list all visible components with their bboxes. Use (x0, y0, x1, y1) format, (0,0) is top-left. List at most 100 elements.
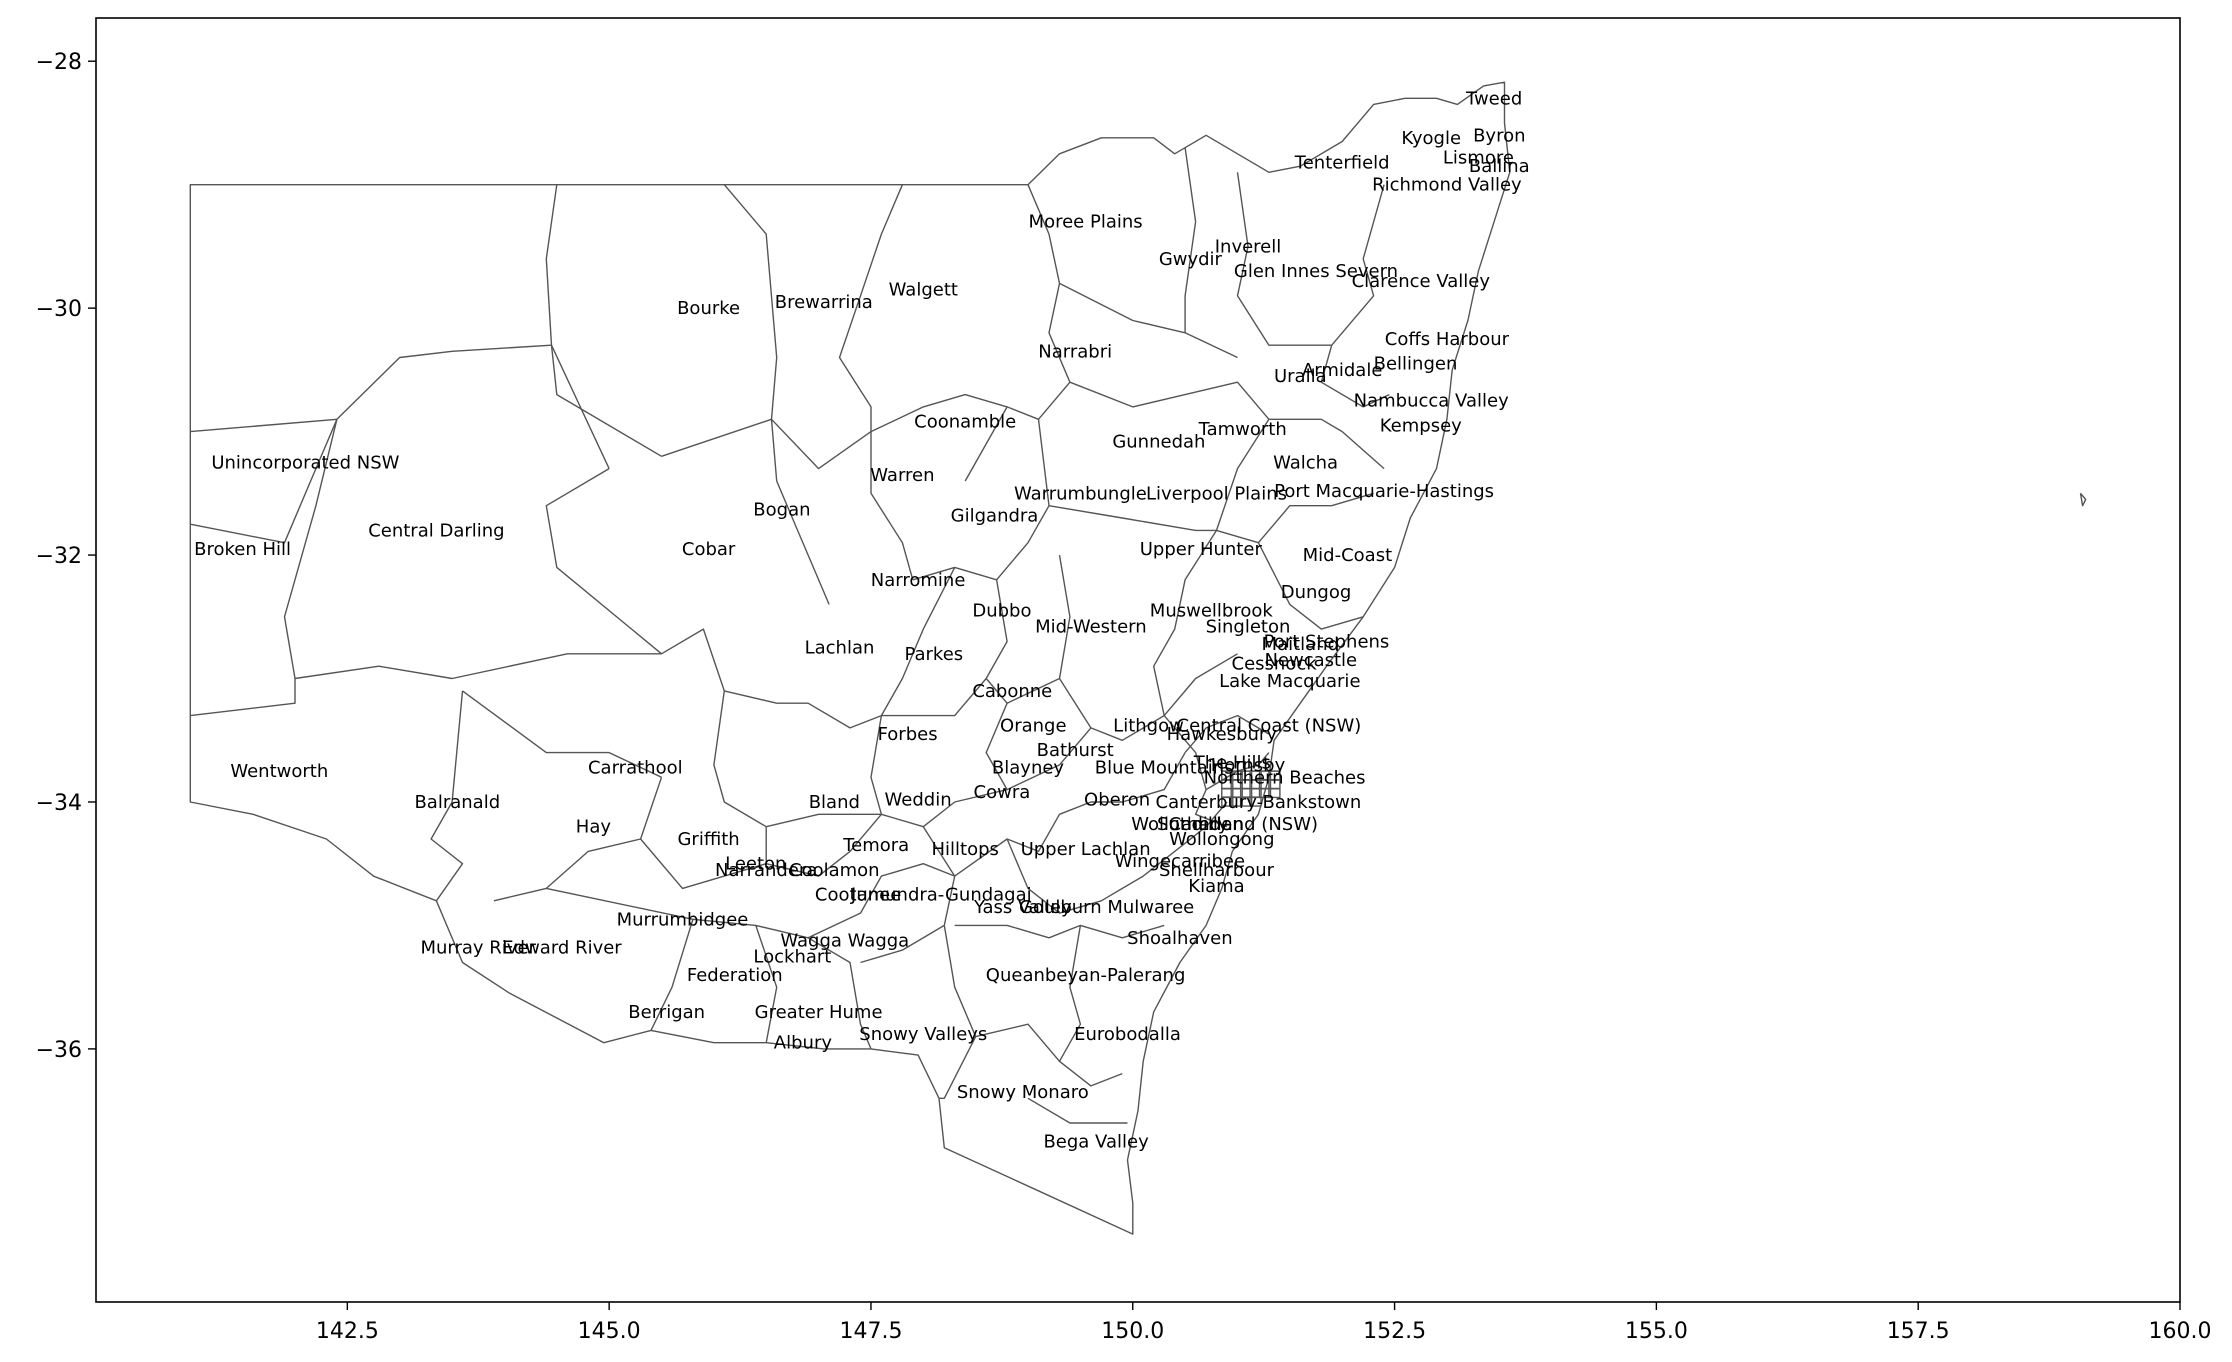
lga-label: Edward River (502, 938, 622, 959)
lga-label: Hawkesbury (1167, 724, 1278, 745)
lga-label: Queanbeyan-Palerang (986, 965, 1186, 986)
x-tick-label: 160.0 (2149, 1319, 2212, 1344)
lga-label: Lismore (1443, 148, 1514, 169)
lga-label: Upper Hunter (1140, 539, 1263, 560)
lga-label: Central Darling (368, 520, 504, 541)
lga-label: Unincorporated NSW (211, 453, 399, 474)
lga-label: Goulburn Mulwaree (1019, 897, 1194, 918)
lga-label: Federation (687, 965, 783, 986)
lga-label: Cabonne (972, 681, 1052, 702)
lga-border (1027, 1097, 1128, 1124)
lord-howe-island (2079, 492, 2087, 507)
lga-border (493, 777, 663, 902)
lga-label: Port Stephens (1264, 632, 1390, 653)
y-tick-label: −36 (36, 1038, 82, 1063)
lga-label: Canterbury-Bankstown (1156, 792, 1362, 813)
y-tick-label: −30 (36, 297, 82, 322)
lga-label: Maitland (1262, 634, 1339, 655)
lga-border (1048, 505, 1217, 532)
lga-label: Moree Plains (1029, 212, 1143, 233)
lga-label: Kempsey (1380, 415, 1462, 436)
y-axis: −28 −30 −32 −34 −36 (36, 50, 96, 1063)
lga-label: The Hills (1193, 753, 1271, 774)
lga-label: Kiama (1188, 876, 1244, 897)
lga-border (1257, 542, 1364, 630)
lga-label: Murray River (420, 938, 536, 959)
lga-label: Richmond Valley (1372, 175, 1522, 196)
x-tick-label: 157.5 (1887, 1319, 1950, 1344)
lga-label: Liverpool Plains (1146, 483, 1287, 504)
lga-label: Griffith (677, 829, 739, 850)
lga-label: Wollondilly (1131, 814, 1229, 835)
lga-label: Narrabri (1038, 341, 1112, 362)
lga-label: Cowra (974, 782, 1031, 803)
lga-label: Byron (1473, 125, 1525, 146)
lga-border (870, 715, 883, 815)
lga-label: Camden (1169, 814, 1244, 835)
lga-label: Uralla (1274, 366, 1327, 387)
lga-border (430, 690, 464, 902)
lga-label: Snowy Valleys (859, 1024, 987, 1045)
lga-label: Sutherland (NSW) (1157, 814, 1318, 835)
lga-border (838, 184, 914, 580)
lga-label: Berrigan (628, 1002, 705, 1023)
lga-border (1069, 381, 1385, 470)
lga-label: Armidale (1302, 360, 1382, 381)
lga-label: Bourke (677, 298, 740, 319)
lga-label: Dungog (1281, 582, 1352, 603)
lga-border (1058, 554, 1238, 741)
y-tick-label: −34 (36, 791, 82, 816)
x-tick-label: 147.5 (839, 1319, 902, 1344)
lga-label: Tweed (1465, 88, 1522, 109)
lga-label: Bland (809, 792, 860, 813)
x-tick-label: 155.0 (1625, 1319, 1688, 1344)
lga-label: Wingecarribee (1115, 851, 1245, 872)
lga-border (1006, 801, 1228, 914)
lga-label: Albury (774, 1033, 833, 1054)
lga-border (766, 813, 882, 877)
lga-label: Eurobodalla (1074, 1024, 1181, 1045)
lga-label: Orange (1000, 715, 1067, 736)
lga-label: Lithgow (1113, 715, 1184, 736)
lga-label: Coolamon (789, 860, 880, 881)
lga-label: Hay (576, 817, 612, 838)
lga-label: Brewarrina (775, 292, 873, 313)
lga-label: Cootamundra-Gundagai (815, 885, 1032, 906)
lga-label: Yass Valley (973, 897, 1072, 918)
lga-border (283, 419, 662, 680)
lga-label: Warren (870, 465, 934, 486)
x-tick-label: 152.5 (1363, 1319, 1426, 1344)
lga-label: Gwydir (1159, 249, 1223, 270)
lga-label: Coonamble (914, 412, 1016, 433)
lga-border (190, 678, 296, 717)
lga-border (912, 419, 1050, 581)
lga-label: Dubbo (972, 601, 1031, 622)
lga-border (1184, 147, 1197, 333)
lga-label: Bellingen (1374, 354, 1458, 375)
metro-lga-border (1249, 796, 1262, 807)
lga-border (755, 925, 778, 1043)
lga-label: Muswellbrook (1150, 601, 1274, 622)
lga-label: Balranald (414, 792, 500, 813)
lga-label: Port Macquarie-Hastings (1274, 481, 1494, 502)
lga-label: Warrumbungle (1014, 483, 1147, 504)
lga-border (1236, 172, 1385, 346)
lga-label: Forbes (878, 724, 938, 745)
lga-label: Broken Hill (194, 539, 291, 560)
lga-label: Coffs Harbour (1385, 329, 1510, 350)
lga-label: Bathurst (1037, 740, 1114, 761)
lga-label: Singleton (1206, 617, 1291, 638)
lga-label: Junee (850, 885, 901, 906)
lga-border (1058, 925, 1123, 1087)
x-axis: 142.5 145.0 147.5 150.0 152.5 155.0 157.5 160.0 (316, 1302, 2212, 1344)
lga-label: Gilgandra (951, 506, 1039, 527)
lga-label: Wentworth (230, 761, 328, 782)
lga-label: Lachlan (805, 638, 875, 659)
lga-label: Glen Innes Severn (1234, 261, 1398, 282)
metro-lga-border (1239, 796, 1253, 807)
lga-label: Greater Hume (755, 1002, 883, 1023)
lga-label: Wollongong (1169, 829, 1274, 850)
lga-label: Northern Beaches (1204, 767, 1366, 788)
